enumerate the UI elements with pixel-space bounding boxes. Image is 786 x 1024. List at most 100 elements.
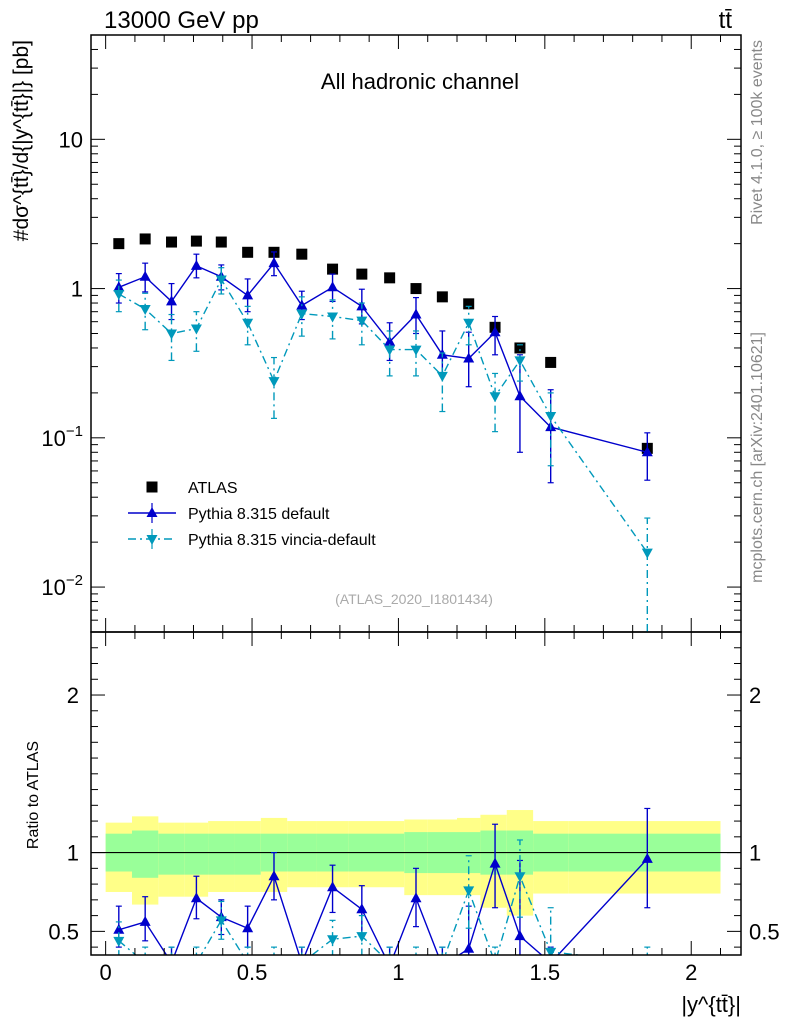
data-point (327, 312, 339, 323)
data-point (113, 936, 125, 947)
main-series (113, 233, 653, 632)
data-point (463, 942, 475, 953)
data-point (215, 916, 227, 927)
ratio-panel: 0.5 0.5 1 1 2 2 0 0.5 1 1.5 2 Ratio to ATLAS |y^{… (25, 631, 780, 1017)
band-green (234, 833, 261, 875)
band-green (208, 833, 235, 875)
data-point (327, 281, 339, 292)
data-point (410, 283, 422, 295)
data-point (514, 930, 526, 941)
data-point (463, 886, 475, 897)
series-line (118, 261, 648, 453)
rivet-label: Rivet 4.1.0, ≥ 100k events (749, 40, 766, 225)
data-point (139, 304, 151, 315)
data-point (215, 275, 227, 286)
y-tick-label: 0.5 (48, 919, 79, 944)
legend-marker (146, 507, 158, 517)
data-point (242, 922, 254, 933)
data-point (384, 345, 396, 356)
series-line (118, 278, 648, 554)
legend-label: ATLAS (188, 480, 238, 497)
data-point (356, 903, 368, 914)
data-point (545, 947, 557, 955)
data-point (545, 412, 557, 423)
data-point (190, 235, 202, 247)
data-point (356, 932, 368, 943)
series-line (118, 874, 585, 955)
series-pythia-8-315-vincia-default (113, 839, 653, 969)
site-label: mcplots.cern.ch [arXiv:2401.10621] (749, 332, 766, 583)
series-pythia-8-315-vincia-default (113, 267, 653, 632)
data-point (190, 324, 202, 335)
x-tick-label: 1.5 (530, 960, 561, 985)
data-point (410, 308, 422, 319)
data-point (166, 236, 178, 248)
data-point (327, 263, 339, 275)
data-point (463, 318, 475, 329)
data-point (139, 915, 151, 926)
x-tick-label: 1 (392, 960, 404, 985)
data-point (215, 236, 227, 248)
main-x-ticks (105, 35, 722, 632)
legend-marker (146, 481, 158, 493)
data-point (296, 248, 308, 260)
data-point (436, 371, 448, 382)
y-tick-label-right: 1 (749, 841, 761, 866)
data-point (296, 957, 307, 967)
data-point (166, 957, 177, 967)
data-point (356, 268, 368, 280)
y-tick-label: 1 (71, 277, 83, 302)
main-y-ticks: 10−2 10−1 1 10 (41, 34, 741, 633)
band-green (158, 833, 185, 875)
data-point (437, 960, 448, 970)
data-point (642, 959, 653, 969)
data-point (514, 390, 526, 401)
data-point (384, 335, 396, 346)
data-point (436, 291, 448, 303)
x-tick-label: 2 (685, 960, 697, 985)
data-point (268, 257, 280, 268)
legend: ATLAS Pythia 8.315 default Pythia 8.315 vi… (128, 480, 376, 549)
data-point (489, 326, 501, 337)
data-point (545, 356, 557, 368)
y-tick-label-right: 2 (749, 683, 761, 708)
y-tick-label: 1 (67, 841, 79, 866)
data-point (191, 959, 202, 969)
legend-label: Pythia 8.315 vincia-default (188, 532, 376, 549)
series-pythia-8-315-default (113, 251, 653, 484)
x-axis-label: |y^{tt̄}| (681, 992, 741, 1017)
data-point (166, 295, 178, 306)
main-panel: All hadronic channel (ATLAS_2020_I180143… (10, 34, 742, 633)
data-point (139, 233, 151, 245)
data-point (489, 392, 501, 403)
data-point (641, 852, 653, 863)
ratio-series (113, 807, 653, 970)
legend-label: Pythia 8.315 default (188, 506, 330, 523)
legend-marker (146, 535, 158, 545)
data-point (113, 289, 125, 300)
data-point (242, 318, 254, 329)
y-tick-label: 10−2 (41, 572, 83, 600)
watermark: (ATLAS_2020_I1801434) (335, 591, 493, 607)
x-tick-label: 0 (100, 960, 112, 985)
data-point (268, 870, 280, 881)
main-y-axis-label: #dσ^{tt̄}/d{|y^{tt̄}|} [pb] (10, 40, 33, 241)
header-right: tt̄ (719, 7, 733, 34)
band-green (184, 833, 209, 875)
y-tick-label: 10−1 (41, 423, 83, 451)
data-point (411, 959, 422, 969)
data-point (327, 935, 339, 946)
data-point (490, 959, 501, 969)
data-point (410, 345, 422, 356)
data-point (356, 316, 368, 327)
data-point (296, 959, 307, 969)
ratio-x-ticks: 0 0.5 1 1.5 2 (100, 632, 722, 985)
data-point (296, 309, 308, 320)
y-tick-label: 2 (67, 683, 79, 708)
data-point (166, 329, 178, 340)
y-tick-label-right: 0.5 (749, 919, 780, 944)
ratio-frame (90, 631, 742, 956)
data-point (463, 298, 475, 310)
data-point (410, 892, 422, 903)
data-point (437, 959, 448, 969)
